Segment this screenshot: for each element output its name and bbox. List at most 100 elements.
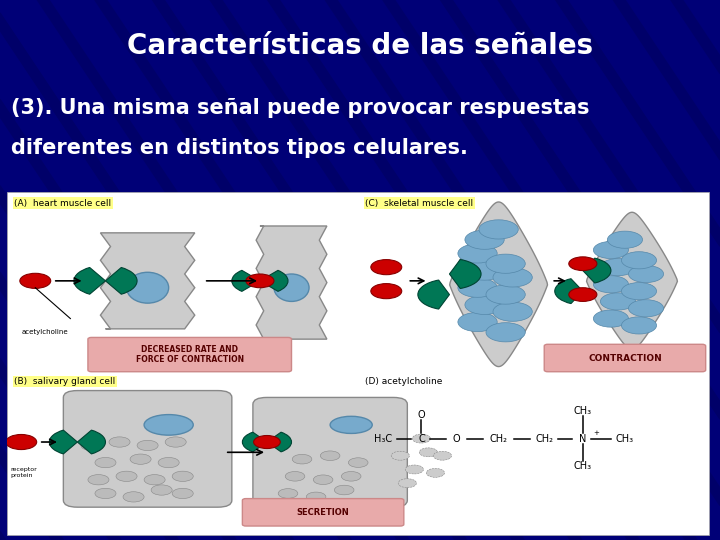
Text: CH₃: CH₃ bbox=[574, 461, 592, 471]
Circle shape bbox=[458, 278, 498, 298]
FancyBboxPatch shape bbox=[544, 345, 706, 372]
Circle shape bbox=[405, 465, 423, 474]
Text: C: C bbox=[418, 434, 425, 443]
Text: acetylcholine: acetylcholine bbox=[22, 329, 68, 335]
Circle shape bbox=[334, 485, 354, 495]
Circle shape bbox=[6, 435, 37, 450]
Circle shape bbox=[292, 454, 312, 464]
Circle shape bbox=[621, 282, 657, 300]
Bar bbox=[7, 192, 709, 535]
Wedge shape bbox=[78, 430, 106, 454]
Text: SECRETION: SECRETION bbox=[297, 508, 349, 517]
Circle shape bbox=[144, 475, 165, 485]
Circle shape bbox=[123, 492, 144, 502]
Circle shape bbox=[341, 471, 361, 481]
Circle shape bbox=[246, 274, 274, 288]
Polygon shape bbox=[100, 233, 195, 329]
Polygon shape bbox=[256, 226, 327, 339]
Circle shape bbox=[116, 471, 137, 482]
Wedge shape bbox=[232, 271, 260, 292]
FancyBboxPatch shape bbox=[253, 397, 408, 507]
Circle shape bbox=[165, 437, 186, 447]
Wedge shape bbox=[260, 271, 288, 292]
Text: (3). Una misma señal puede provocar respuestas: (3). Una misma señal puede provocar resp… bbox=[11, 98, 589, 118]
Circle shape bbox=[253, 435, 280, 449]
Text: (B)  salivary gland cell: (B) salivary gland cell bbox=[14, 377, 115, 386]
Wedge shape bbox=[449, 260, 481, 288]
Circle shape bbox=[398, 478, 416, 488]
Text: CH₃: CH₃ bbox=[574, 406, 592, 416]
Wedge shape bbox=[555, 279, 583, 303]
Wedge shape bbox=[50, 430, 78, 454]
Circle shape bbox=[629, 266, 664, 282]
Circle shape bbox=[465, 295, 504, 314]
Wedge shape bbox=[267, 432, 292, 452]
Ellipse shape bbox=[330, 416, 372, 434]
Text: CH₃: CH₃ bbox=[616, 434, 634, 443]
Text: (C)  skeletal muscle cell: (C) skeletal muscle cell bbox=[365, 199, 473, 207]
Circle shape bbox=[621, 252, 657, 269]
Text: CONTRACTION: CONTRACTION bbox=[588, 354, 662, 362]
Circle shape bbox=[426, 468, 444, 477]
Text: diferentes en distintos tipos celulares.: diferentes en distintos tipos celulares. bbox=[11, 138, 468, 159]
Circle shape bbox=[278, 489, 298, 498]
Circle shape bbox=[172, 488, 193, 498]
Text: +: + bbox=[593, 430, 599, 436]
Circle shape bbox=[158, 457, 179, 468]
Text: CH₂: CH₂ bbox=[535, 434, 553, 443]
Circle shape bbox=[465, 261, 504, 280]
Wedge shape bbox=[106, 267, 137, 294]
FancyBboxPatch shape bbox=[88, 338, 292, 372]
Circle shape bbox=[313, 475, 333, 484]
Circle shape bbox=[172, 471, 193, 482]
Circle shape bbox=[593, 276, 629, 293]
Circle shape bbox=[458, 313, 498, 332]
Circle shape bbox=[88, 475, 109, 485]
FancyBboxPatch shape bbox=[243, 498, 404, 526]
Circle shape bbox=[20, 273, 50, 288]
FancyBboxPatch shape bbox=[63, 390, 232, 507]
Text: O: O bbox=[453, 434, 460, 443]
Circle shape bbox=[629, 300, 664, 317]
Circle shape bbox=[320, 451, 340, 461]
Text: H₃C: H₃C bbox=[374, 434, 392, 443]
Circle shape bbox=[348, 458, 368, 468]
Text: (D) acetylcholine: (D) acetylcholine bbox=[365, 377, 443, 386]
Circle shape bbox=[419, 448, 438, 457]
Text: N: N bbox=[579, 434, 587, 443]
Circle shape bbox=[95, 488, 116, 498]
Text: DECREASED RATE AND
FORCE OF CONTRACTION: DECREASED RATE AND FORCE OF CONTRACTION bbox=[135, 345, 244, 364]
Circle shape bbox=[486, 254, 526, 273]
Circle shape bbox=[600, 293, 636, 310]
Wedge shape bbox=[74, 267, 106, 294]
Circle shape bbox=[458, 244, 498, 263]
Circle shape bbox=[371, 260, 402, 275]
Ellipse shape bbox=[127, 272, 168, 303]
Circle shape bbox=[593, 310, 629, 327]
Text: receptor
protein: receptor protein bbox=[11, 468, 37, 478]
Circle shape bbox=[285, 471, 305, 481]
Wedge shape bbox=[418, 280, 449, 309]
Circle shape bbox=[109, 437, 130, 447]
Circle shape bbox=[493, 268, 532, 287]
Text: (A)  heart muscle cell: (A) heart muscle cell bbox=[14, 199, 112, 207]
Circle shape bbox=[600, 259, 636, 276]
Circle shape bbox=[95, 457, 116, 468]
Text: O: O bbox=[418, 409, 426, 420]
Wedge shape bbox=[583, 258, 611, 283]
Circle shape bbox=[391, 451, 410, 460]
Polygon shape bbox=[450, 202, 547, 367]
Text: Características de las señales: Características de las señales bbox=[127, 32, 593, 60]
Circle shape bbox=[371, 284, 402, 299]
Circle shape bbox=[486, 323, 526, 342]
Circle shape bbox=[151, 485, 172, 495]
Circle shape bbox=[306, 492, 326, 502]
Circle shape bbox=[413, 434, 431, 443]
Wedge shape bbox=[243, 432, 267, 452]
Circle shape bbox=[479, 220, 518, 239]
Circle shape bbox=[493, 302, 532, 321]
Circle shape bbox=[486, 285, 526, 304]
Ellipse shape bbox=[274, 274, 309, 301]
Circle shape bbox=[593, 241, 629, 259]
Polygon shape bbox=[587, 212, 678, 349]
